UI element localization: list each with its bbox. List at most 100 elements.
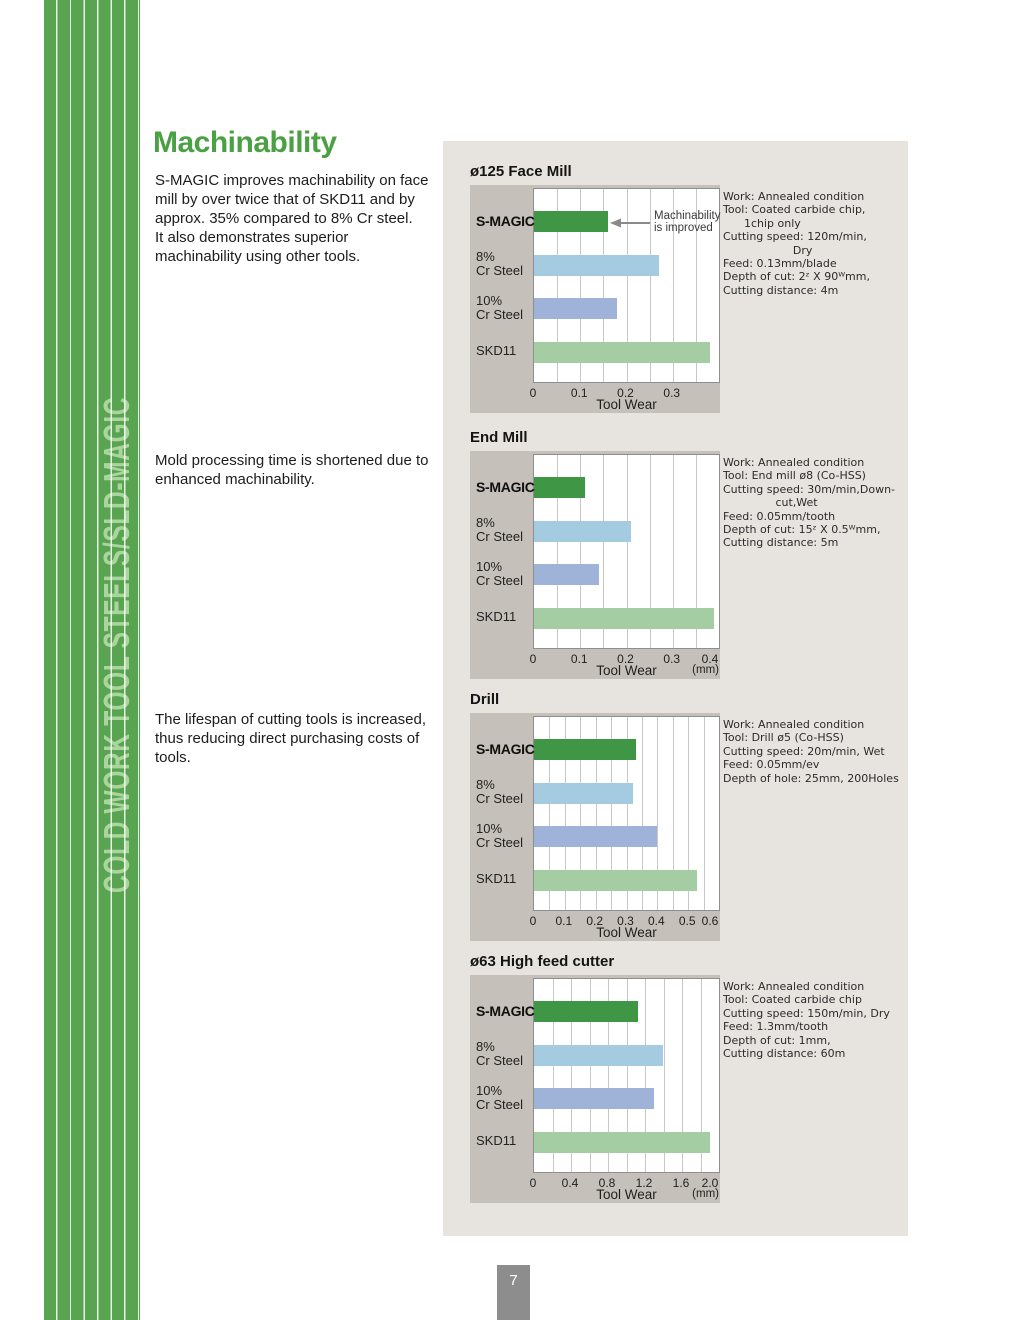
gridline [549, 717, 551, 910]
category-label: 10% Cr Steel [476, 820, 523, 850]
bar-10- [534, 564, 599, 585]
category-label: SKD11 [476, 343, 517, 358]
axis-tick: 0.2 [617, 652, 634, 666]
gridline [626, 189, 628, 382]
category-label: S-MAGIC [476, 740, 535, 757]
category-label: 8% Cr Steel [476, 1039, 523, 1068]
gridline [626, 979, 628, 1172]
chart-block: S-MAGIC 8% Cr Steel 10% Cr Steel SKD11 0 0.1 0… [470, 713, 720, 941]
gridline [682, 979, 683, 1172]
category-label: S-MAGIC [476, 1002, 535, 1019]
chart-section-face-mill: ø125 Face Mill Machinability is improved S… [470, 163, 900, 413]
gridline [589, 979, 591, 1172]
gridline [703, 717, 705, 910]
gridline [580, 455, 582, 648]
bar-10- [534, 826, 658, 847]
axis-tick: 0.8 [598, 1176, 616, 1190]
gridline [649, 455, 651, 648]
bar-s-magic [534, 739, 636, 760]
lifespan-paragraph: The lifespan of cutting tools is increas… [155, 711, 426, 766]
gridline [595, 717, 597, 910]
bar-8- [534, 254, 659, 276]
axis-label-tool-wear: Tool Wear [596, 397, 657, 412]
bar-s-magic [534, 211, 608, 232]
chart-plot-area: Machinability is improved [533, 188, 720, 383]
gridline [626, 717, 628, 910]
gridline [571, 979, 572, 1172]
axis-tick: 0.5 [678, 914, 696, 928]
chart-plot-area [533, 978, 720, 1173]
chart-block: Machinability is improved S-MAGIC 8% Cr St… [470, 185, 720, 413]
gridline [672, 455, 674, 648]
gridline [603, 189, 605, 382]
page-title: Machinability [153, 126, 337, 159]
chart-body: S-MAGIC 8% Cr Steel 10% Cr Steel SKD11 0 0.1 0… [470, 449, 900, 679]
chart-body: Machinability is improved S-MAGIC 8% Cr St… [470, 183, 900, 413]
axis-tick: 0.2 [617, 386, 634, 400]
mold-paragraph: Mold processing time is shortened due to… [155, 452, 429, 488]
bar-skd11 [534, 607, 715, 629]
gridline [649, 189, 651, 382]
axis-tick: 0 [529, 1176, 537, 1190]
axis-label-tool-wear: Tool Wear [596, 925, 657, 940]
gridline [557, 455, 559, 648]
gridline [580, 717, 582, 910]
axis-label-tool-wear: Tool Wear [596, 1187, 657, 1202]
gridline [672, 189, 674, 382]
chart-title: ø125 Face Mill [470, 163, 572, 180]
axis-tick: 1.6 [672, 1176, 690, 1190]
charts-panel: ø125 Face Mill Machinability is improved S… [443, 141, 908, 1236]
chart-section-high-feed-cutter: ø63 High feed cutter S-MAGIC 8% Cr Steel 10… [470, 953, 900, 1203]
chart-section-drill: Drill S-MAGIC 8% Cr Steel 10% Cr Steel SKD11… [470, 691, 900, 941]
gridline [564, 717, 566, 910]
bar-s-magic [534, 1001, 638, 1022]
chart-section-end-mill: End Mill S-MAGIC 8% Cr Steel 10% Cr Steel SK… [470, 429, 900, 679]
category-label: 8% Cr Steel [476, 249, 523, 278]
category-label: SKD11 [476, 609, 517, 624]
category-label: 8% Cr Steel [476, 777, 523, 806]
chart-plot-area [533, 716, 720, 911]
category-label: SKD11 [476, 871, 517, 886]
axis-tick: 0.3 [663, 652, 681, 666]
chart-block: S-MAGIC 8% Cr Steel 10% Cr Steel SKD11 0 0.4 0… [470, 975, 720, 1203]
axis-tick: 0 [529, 652, 537, 666]
axis-tick: 0.1 [570, 652, 588, 666]
gridline [688, 717, 690, 910]
gridline [695, 455, 697, 648]
bar-skd11 [534, 341, 710, 363]
chart-title: End Mill [470, 429, 528, 446]
gridline [603, 455, 605, 648]
category-label: 10% Cr Steel [476, 1082, 523, 1112]
gridline [700, 979, 702, 1172]
chart-conditions: Work: Annealed condition Tool: Coated ca… [723, 190, 870, 297]
gridline [657, 717, 659, 910]
gridline [611, 717, 613, 910]
intro-paragraph: S-MAGIC improves machinability on face m… [155, 172, 429, 265]
axis-tick: 0 [529, 914, 537, 928]
category-label: 10% Cr Steel [476, 292, 523, 322]
axis-tick: 0.4 [647, 914, 665, 928]
gridline [557, 189, 559, 382]
gridline [608, 979, 609, 1172]
axis-unit-mm: (mm) [692, 664, 719, 676]
page-number: 7 [509, 1272, 518, 1289]
axis-tick: 0.4 [701, 652, 719, 666]
gridline [663, 979, 665, 1172]
gridline [672, 717, 674, 910]
gridline [552, 979, 554, 1172]
axis-tick: 0.1 [555, 914, 573, 928]
bar-8- [534, 1044, 663, 1066]
axis-tick: 0.3 [617, 914, 634, 928]
axis-tick: 0.4 [561, 1176, 579, 1190]
axis-tick: 0.6 [701, 914, 719, 928]
bar-8- [534, 782, 633, 804]
chart-plot-area [533, 454, 720, 649]
axis-tick: 1.2 [635, 1176, 653, 1190]
axis-tick: 2.0 [701, 1176, 719, 1190]
chart-block: S-MAGIC 8% Cr Steel 10% Cr Steel SKD11 0 0.1 0… [470, 451, 720, 679]
page-number-tab: 7 [497, 1265, 530, 1320]
axis-tick: 0.1 [570, 386, 588, 400]
axis-tick: 0.3 [663, 386, 681, 400]
chart-body: S-MAGIC 8% Cr Steel 10% Cr Steel SKD11 0 0.1 0… [470, 711, 900, 941]
